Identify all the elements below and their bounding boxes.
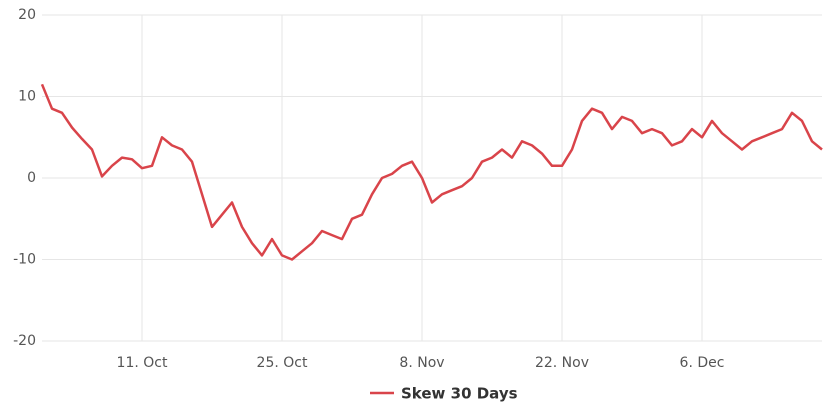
y-tick-label: -20 <box>13 333 36 349</box>
x-tick-label: 22. Nov <box>535 355 589 371</box>
series-line <box>40 83 823 261</box>
y-tick-label: -10 <box>13 252 36 268</box>
x-tick-label: 11. Oct <box>117 355 168 371</box>
x-tick-label: 8. Nov <box>399 355 444 371</box>
y-tick-label: 0 <box>27 170 36 186</box>
legend-label: Skew 30 Days <box>401 385 518 403</box>
x-tick-label: 25. Oct <box>257 355 308 371</box>
y-tick-label: 20 <box>18 7 36 23</box>
x-tick-label: 6. Dec <box>680 355 725 371</box>
y-tick-label: 10 <box>18 89 36 105</box>
